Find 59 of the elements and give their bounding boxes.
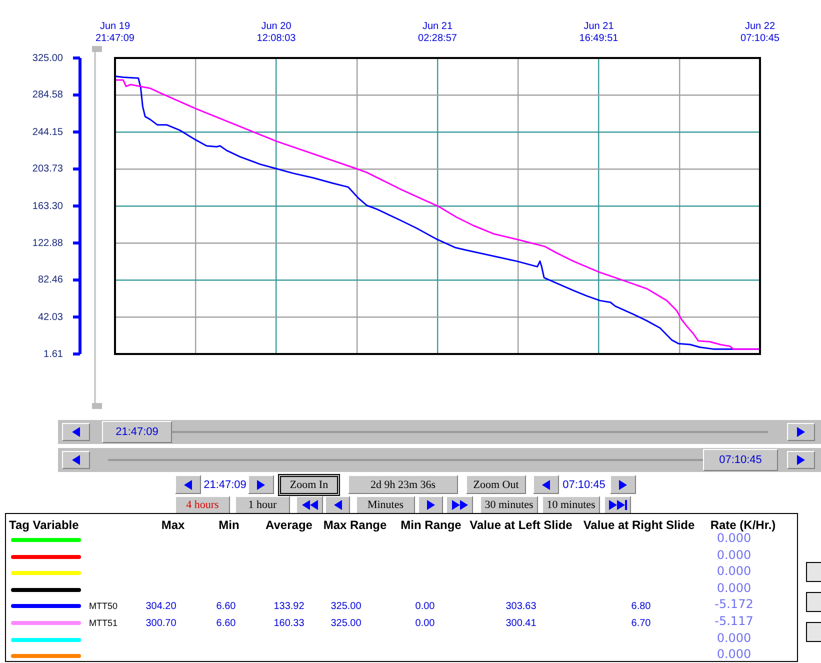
text: 133.92 xyxy=(274,601,304,612)
category-label: Average xyxy=(266,518,312,532)
x-tick-label: Jun 20 12:08:03 xyxy=(256,20,296,44)
text: MTT51 xyxy=(89,618,118,628)
text: 07:10:45 xyxy=(562,479,606,491)
text: 325.00 xyxy=(330,618,362,629)
text: 325.00 xyxy=(330,601,362,612)
y-tick-label: 42.03 xyxy=(38,312,64,323)
text: 304.20 xyxy=(146,601,176,612)
category-label: Max Range xyxy=(323,518,387,532)
text: MTT50 xyxy=(89,601,118,612)
text: 300.70 xyxy=(146,618,176,629)
text: 0.000 xyxy=(716,548,752,562)
text: 160.33 xyxy=(274,618,304,629)
text: 0.000 xyxy=(716,580,752,595)
category-label: Value at Right Slide xyxy=(583,518,695,532)
text: 30 minutes xyxy=(480,496,538,514)
text: Zoom In xyxy=(278,474,340,496)
y-tick-label: 244.15 xyxy=(32,126,64,138)
y-tick-label: 325.00 xyxy=(32,52,64,64)
text: 6.80 xyxy=(631,601,651,612)
category-label: Value at Left Slide xyxy=(470,518,572,532)
category-label: Rate (K/Hr.) xyxy=(710,518,776,532)
x-tick-label: Jun 21 16:49:51 xyxy=(579,20,619,44)
text: 6.70 xyxy=(631,618,651,629)
text: 300.41 xyxy=(506,618,536,629)
category-label: Max xyxy=(161,518,185,532)
text: 07:10:45 xyxy=(703,449,778,471)
text: 0.000 xyxy=(716,531,752,545)
text: 303.63 xyxy=(506,601,536,612)
text: 0.00 xyxy=(415,618,435,629)
text: 21:47:09 xyxy=(102,421,172,443)
x-tick-label: Jun 21 02:28:57 xyxy=(418,20,458,44)
category-label: Tag Variable xyxy=(9,518,79,532)
y-tick-label: 122.88 xyxy=(32,238,64,249)
text: 0.00 xyxy=(415,601,435,612)
y-tick-label: 1.61 xyxy=(44,348,64,360)
text: 10 minutes xyxy=(542,496,600,514)
text: -5.117 xyxy=(714,614,754,628)
text: 1 hour xyxy=(235,496,290,514)
text: 21:47:09 xyxy=(203,479,247,491)
text: -5.172 xyxy=(714,597,754,612)
text: 2d 9h 23m 36s xyxy=(348,475,458,494)
y-tick-label: 203.73 xyxy=(32,164,64,175)
y-tick-label: 284.58 xyxy=(32,90,64,101)
text: 4 hours xyxy=(175,496,230,514)
text: Minutes xyxy=(356,496,415,514)
text: 6.60 xyxy=(216,601,236,612)
y-tick-label: 82.46 xyxy=(38,274,64,286)
text: 6.60 xyxy=(216,618,236,629)
category-label: Min Range xyxy=(400,518,462,532)
x-tick-label: Jun 19 21:47:09 xyxy=(96,20,135,44)
x-tick-label: Jun 22 07:10:45 xyxy=(740,20,780,44)
text: Zoom Out xyxy=(466,475,526,494)
text: 0.000 xyxy=(716,564,752,578)
y-tick-label: 163.30 xyxy=(32,200,64,212)
text: 0.000 xyxy=(716,630,752,645)
category-label: Min xyxy=(218,518,240,532)
text: 0.000 xyxy=(716,647,752,662)
